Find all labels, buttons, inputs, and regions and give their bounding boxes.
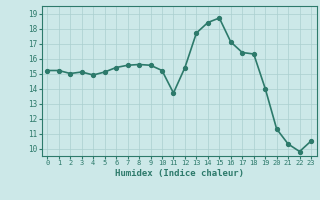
X-axis label: Humidex (Indice chaleur): Humidex (Indice chaleur) [115, 169, 244, 178]
